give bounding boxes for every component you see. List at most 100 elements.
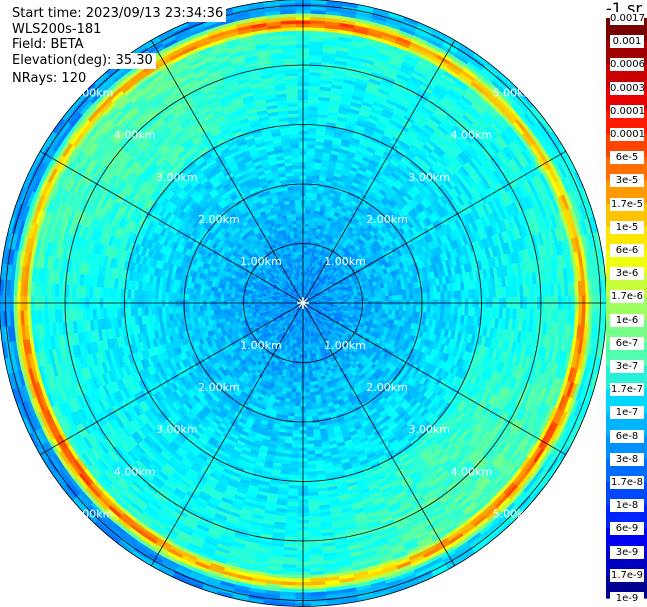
range-bin bbox=[378, 296, 383, 302]
range-bin bbox=[309, 216, 315, 222]
range-bin bbox=[381, 291, 386, 298]
range-bin bbox=[412, 305, 418, 313]
range-bin bbox=[460, 307, 466, 316]
range-bin bbox=[307, 233, 313, 239]
range-bin bbox=[305, 209, 311, 214]
range-bin bbox=[306, 157, 315, 163]
range-bin bbox=[304, 216, 311, 221]
range-bin bbox=[423, 293, 428, 300]
range-bin bbox=[305, 213, 311, 218]
range-bin bbox=[305, 202, 312, 207]
range-bin bbox=[454, 290, 459, 300]
range-bin bbox=[304, 244, 308, 249]
range-bin bbox=[306, 164, 315, 170]
range-bin bbox=[402, 294, 407, 301]
range-bin bbox=[367, 307, 373, 313]
range-bin bbox=[347, 298, 352, 303]
range-bin bbox=[368, 297, 373, 302]
range-bin bbox=[333, 300, 338, 303]
range-bin bbox=[385, 295, 390, 302]
range-bin bbox=[447, 306, 452, 315]
range-bin bbox=[436, 291, 442, 300]
range-bin bbox=[399, 305, 404, 312]
range-bin bbox=[374, 304, 380, 310]
range-bin bbox=[429, 292, 435, 300]
range-bin bbox=[304, 230, 309, 235]
range-bin bbox=[388, 305, 393, 311]
range-bin bbox=[357, 304, 362, 308]
range-bin bbox=[423, 306, 428, 313]
range-bin bbox=[364, 304, 369, 309]
range-bin bbox=[440, 291, 445, 300]
range-bin bbox=[344, 299, 349, 303]
range-bin bbox=[392, 295, 397, 301]
range-bin bbox=[371, 304, 376, 309]
range-bin bbox=[433, 292, 438, 300]
range-bin bbox=[416, 293, 421, 301]
range-bin bbox=[395, 295, 400, 301]
range-bin bbox=[388, 295, 393, 301]
range-bin bbox=[381, 296, 386, 302]
range-bin bbox=[354, 298, 359, 302]
range-bin bbox=[306, 171, 314, 177]
range-bin bbox=[357, 295, 362, 299]
range-bin bbox=[381, 308, 386, 315]
range-bin bbox=[436, 306, 442, 315]
range-bin bbox=[429, 306, 435, 314]
range-bin bbox=[364, 297, 369, 302]
range-bin bbox=[409, 305, 414, 312]
range-bin bbox=[304, 220, 310, 225]
range-bin bbox=[305, 199, 312, 204]
range-bin bbox=[308, 220, 315, 225]
range-bin bbox=[304, 237, 309, 242]
range-bin bbox=[306, 178, 313, 183]
range-bin bbox=[357, 298, 362, 302]
range-bin bbox=[305, 192, 312, 197]
range-bin bbox=[450, 290, 455, 300]
range-bin bbox=[433, 306, 438, 314]
range-bin bbox=[381, 304, 386, 310]
range-bin bbox=[443, 291, 449, 300]
range-bin bbox=[384, 309, 390, 315]
range-bin bbox=[392, 305, 397, 311]
range-bin bbox=[308, 227, 314, 232]
range-bin bbox=[304, 226, 310, 232]
range-bin bbox=[395, 305, 400, 311]
range-bin bbox=[374, 308, 379, 314]
range-bin bbox=[340, 299, 345, 303]
range-bin bbox=[409, 294, 414, 301]
range-bin bbox=[304, 247, 308, 252]
range-bin bbox=[399, 294, 404, 301]
range-bin bbox=[426, 305, 431, 314]
range-bin bbox=[364, 294, 369, 299]
range-bin bbox=[443, 306, 449, 315]
range-bin bbox=[305, 188, 313, 194]
range-bin bbox=[367, 293, 373, 299]
range-bin bbox=[447, 291, 452, 300]
range-bin bbox=[337, 299, 342, 303]
range-bin bbox=[426, 292, 431, 301]
range-bin bbox=[402, 305, 407, 312]
range-bin bbox=[350, 298, 355, 302]
range-bin bbox=[354, 295, 359, 300]
range-bin bbox=[405, 305, 411, 312]
range-bin bbox=[304, 233, 309, 238]
range-bin bbox=[305, 175, 314, 180]
range-bin bbox=[371, 297, 376, 302]
range-bin bbox=[440, 306, 445, 315]
range-bin bbox=[371, 293, 376, 298]
range-bin bbox=[374, 292, 379, 298]
range-bin bbox=[354, 304, 359, 308]
range-bin bbox=[374, 296, 380, 302]
range-bin bbox=[405, 294, 411, 301]
range-bin bbox=[412, 293, 418, 301]
range-bin bbox=[306, 161, 315, 166]
range-bin bbox=[385, 304, 390, 311]
range-bin bbox=[384, 291, 390, 297]
range-bin bbox=[416, 305, 421, 313]
range-bin bbox=[306, 168, 314, 173]
range-bin bbox=[306, 147, 316, 152]
range-bin bbox=[307, 140, 316, 146]
range-bin bbox=[454, 306, 459, 316]
